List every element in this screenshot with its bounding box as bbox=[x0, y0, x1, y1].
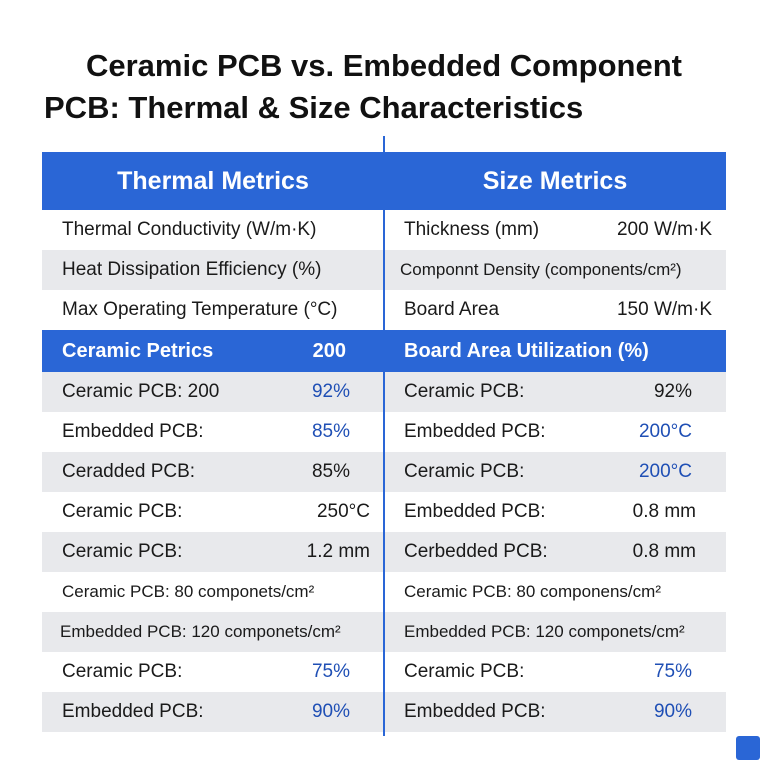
row: Ceramic PCB: 80 componets/cm² bbox=[42, 572, 384, 612]
row: Ceramic PCB: 92% bbox=[384, 372, 726, 412]
row: Embedded PCB: 85% bbox=[42, 412, 384, 452]
cell: Embedded PCB: bbox=[404, 701, 546, 722]
cell: 90% bbox=[311, 701, 350, 722]
cell: Ceramic PCB: bbox=[62, 661, 183, 682]
row: Thickness (mm) 200 W/m·K bbox=[384, 210, 726, 250]
cell: Heat Dissipation Efficiency (%) bbox=[62, 259, 322, 280]
cell: Ceradded PCB: bbox=[62, 461, 196, 482]
row: Cerbedded PCB: 0.8 mm bbox=[384, 532, 726, 572]
cell: 0.8 mm bbox=[632, 541, 696, 562]
cell: Ceramic PCB: bbox=[62, 541, 183, 562]
row: Embedded PCB: 120 componets/cm² bbox=[42, 612, 384, 652]
cell: Ceramic PCB: bbox=[62, 501, 183, 522]
title: PCB: Thermal & Size Characteristics bbox=[44, 90, 584, 125]
cell: 92% bbox=[311, 381, 350, 402]
cell: 85% bbox=[311, 421, 350, 442]
cell: 0.8 mm bbox=[632, 501, 696, 522]
cell: Ceramic PCB: bbox=[404, 661, 525, 682]
cell: Embedded PCB: bbox=[62, 421, 204, 442]
cell: Ceramic PCB: 200 bbox=[62, 381, 220, 402]
cell: Board Area Utilization (%) bbox=[404, 339, 649, 362]
cell: Ceramic PCB: bbox=[404, 461, 525, 482]
row: Heat Dissipation Efficiency (%) bbox=[42, 250, 384, 290]
subheader: Board Area Utilization (%) bbox=[384, 330, 726, 372]
cell: 200 W/m·K bbox=[616, 219, 712, 240]
cell: Thickness (mm) bbox=[404, 219, 540, 240]
row: Board Area 150 W/m·K bbox=[384, 290, 726, 330]
column-header: Size Metrics bbox=[384, 152, 726, 210]
cell: Embedded PCB: bbox=[404, 501, 546, 522]
cell: Ceramic Petrics bbox=[62, 339, 214, 362]
cell: Embedded PCB: bbox=[62, 701, 204, 722]
row: Max Operating Temperature (°C) bbox=[42, 290, 384, 330]
cell: 90% bbox=[653, 701, 692, 722]
cell: 75% bbox=[311, 661, 350, 682]
row: Thermal Conductivity (W/m·K) bbox=[42, 210, 384, 250]
row: Embedded PCB: 90% bbox=[384, 692, 726, 732]
row: Componnt Density (components/cm²) bbox=[384, 250, 726, 290]
cell: Ceramic PCB: 80 componens/cm² bbox=[404, 582, 661, 601]
row: Ceramic PCB: 200°C bbox=[384, 452, 726, 492]
cell: 150 W/m·K bbox=[616, 299, 712, 320]
column-header: Thermal Metrics bbox=[42, 152, 384, 210]
cell: Ceramic PCB: 80 componets/cm² bbox=[62, 582, 315, 601]
cell: Thermal Conductivity (W/m·K) bbox=[62, 219, 317, 240]
cell: 250°C bbox=[316, 501, 370, 522]
row: Ceramic PCB: 75% bbox=[42, 652, 384, 692]
column: Thermal Metrics Thermal Conductivity (W/… bbox=[42, 152, 384, 732]
cell: Board Area bbox=[404, 299, 500, 320]
cell: 92% bbox=[653, 381, 692, 402]
row: Ceramic PCB: 1.2 mm bbox=[42, 532, 384, 572]
row: Embedded PCB: 90% bbox=[42, 692, 384, 732]
cell: 200°C bbox=[638, 461, 692, 482]
cell: Componnt Density (components/cm²) bbox=[400, 260, 682, 279]
row: Ceradded PCB: 85% bbox=[42, 452, 384, 492]
cell: Max Operating Temperature (°C) bbox=[62, 299, 338, 320]
cell: 1.2 mm bbox=[306, 541, 370, 562]
row: Embedded PCB: 0.8 mm bbox=[384, 492, 726, 532]
row: Ceramic PCB: 200 92% bbox=[42, 372, 384, 412]
subheader: Ceramic Petrics 200 bbox=[42, 330, 384, 372]
row: Embedded PCB: 200°C bbox=[384, 412, 726, 452]
cell: 200°C bbox=[638, 421, 692, 442]
cell: Embedded PCB: bbox=[404, 421, 546, 442]
row: Ceramic PCB: 250°C bbox=[42, 492, 384, 532]
cell: Cerbedded PCB: bbox=[404, 541, 548, 562]
column: Size Metrics Thickness (mm) 200 W/m·K Com… bbox=[384, 152, 726, 732]
title: Ceramic PCB vs. Embedded Component bbox=[85, 48, 682, 83]
row: Ceramic PCB: 80 componens/cm² bbox=[384, 572, 726, 612]
cell: Embedded PCB: 120 componets/cm² bbox=[60, 622, 341, 641]
cell: Embedded PCB: 120 componets/cm² bbox=[404, 622, 685, 641]
cell: 75% bbox=[653, 661, 692, 682]
row: Ceramic PCB: 75% bbox=[384, 652, 726, 692]
cell: 85% bbox=[311, 461, 350, 482]
logo bbox=[736, 736, 760, 760]
row: Embedded PCB: 120 componets/cm² bbox=[384, 612, 726, 652]
cell: Ceramic PCB: bbox=[404, 381, 525, 402]
divider bbox=[383, 136, 385, 736]
cell: 200 bbox=[312, 339, 346, 362]
